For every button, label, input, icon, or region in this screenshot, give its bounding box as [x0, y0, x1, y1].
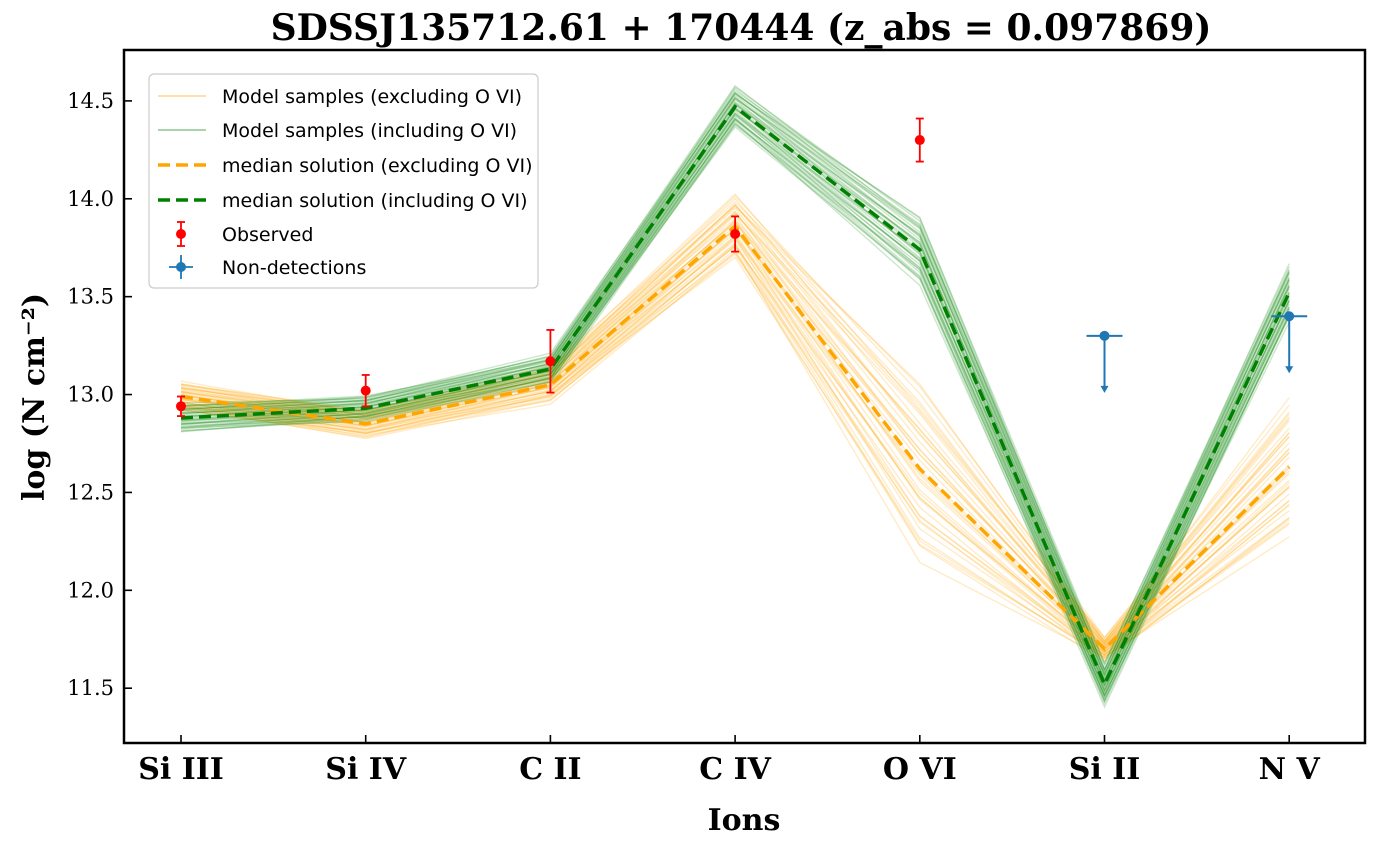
legend-entry: Non-detections	[169, 255, 366, 279]
model-sample-line	[180, 197, 1290, 643]
model-sample-line	[180, 114, 1290, 690]
x-tick-label: C II	[519, 752, 581, 787]
observed-point	[730, 215, 741, 253]
y-axis-ticks: 11.5 12.0 12.5 13.0 13.5 14.0 14.5	[67, 89, 132, 700]
model-sample-line	[180, 112, 1290, 687]
non-detection-point	[1086, 330, 1123, 393]
model-sample-line	[180, 122, 1290, 709]
model-sample-line	[180, 213, 1290, 648]
model-sample-line	[180, 112, 1290, 698]
chart-title: SDSSJ135712.61 + 170444 (z_abs = 0.09786…	[271, 7, 1212, 49]
y-axis-label: log (N cm⁻²)	[17, 293, 52, 501]
x-tick-label: N V	[1259, 752, 1321, 787]
legend-entry: Model samples (excluding O VI)	[158, 86, 522, 108]
model-sample-line	[180, 212, 1290, 644]
x-tick-label: O VI	[883, 752, 957, 787]
legend-entry: median solution (including O VI)	[158, 190, 528, 212]
model-sample-line	[180, 124, 1290, 706]
x-axis-ticks: Si III Si IV C II C IV O VI Si II N V	[138, 735, 1320, 787]
model-sample-line	[180, 112, 1290, 699]
observed-point	[545, 329, 556, 394]
model-sample-line	[180, 118, 1290, 703]
model-sample-line	[180, 256, 1290, 658]
model-sample-line	[180, 207, 1290, 642]
y-tick-label: 12.5	[67, 480, 114, 504]
legend-entry: Model samples (including O VI)	[158, 120, 517, 142]
model-sample-line	[180, 253, 1290, 661]
limit-arrow-head	[1285, 366, 1294, 374]
model-sample-line	[180, 203, 1290, 646]
model-sample-line	[180, 117, 1290, 704]
x-tick-label: Si IV	[325, 752, 407, 787]
model-sample-line	[180, 122, 1290, 698]
y-tick-label: 13.5	[67, 285, 114, 309]
observed-marker	[545, 356, 556, 367]
legend-label: Model samples (including O VI)	[222, 120, 517, 142]
non-detection-marker	[1099, 330, 1110, 341]
observed-marker	[914, 135, 925, 146]
x-tick-label: C IV	[699, 752, 771, 787]
observed-point	[914, 117, 925, 163]
legend-label: median solution (including O VI)	[222, 190, 528, 212]
model-sample-line	[180, 125, 1290, 701]
y-tick-label: 13.0	[67, 383, 114, 407]
model-sample-line	[180, 204, 1290, 640]
legend-label: Observed	[222, 224, 313, 246]
model-sample-line	[180, 210, 1290, 645]
legend-label: Non-detections	[222, 257, 366, 279]
y-tick-label: 14.0	[67, 187, 114, 211]
legend-label: median solution (excluding O VI)	[222, 155, 532, 177]
observed-marker	[730, 229, 741, 240]
legend-box	[148, 73, 539, 289]
observed-marker	[360, 385, 371, 396]
legend-entry: Observed	[176, 221, 313, 247]
y-tick-label: 11.5	[67, 676, 114, 700]
legend-swatch-marker	[176, 229, 186, 239]
model-sample-line	[180, 116, 1290, 693]
x-axis-label: Ions	[708, 803, 781, 838]
non-detection-marker	[1284, 311, 1295, 322]
legend-entry: median solution (excluding O VI)	[158, 155, 532, 177]
model-sample-line	[180, 200, 1290, 639]
legend-swatch-marker	[176, 262, 186, 272]
data-points	[176, 117, 1308, 417]
observed-point	[176, 395, 186, 417]
non-detection-point	[1271, 311, 1308, 374]
model-sample-line	[180, 194, 1290, 643]
plot-frame	[122, 48, 1367, 745]
limit-arrow-head	[1100, 385, 1109, 393]
model-sample-line	[180, 203, 1290, 646]
y-tick-label: 14.5	[67, 89, 114, 113]
legend: Model samples (excluding O VI) Model samp…	[148, 73, 539, 289]
x-tick-label: Si III	[138, 752, 224, 787]
x-tick-label: Si II	[1069, 752, 1141, 787]
legend-label: Model samples (excluding O VI)	[222, 86, 522, 108]
median-line-including-ovi	[180, 104, 1291, 689]
model-sample-line	[180, 120, 1290, 702]
model-sample-line	[180, 109, 1290, 692]
model-sample-line	[180, 205, 1290, 643]
model-sample-line	[180, 118, 1290, 697]
model-sample-line	[180, 118, 1290, 697]
model-sample-line	[180, 251, 1290, 657]
observed-marker	[176, 401, 186, 412]
y-tick-label: 12.0	[67, 578, 114, 602]
observed-point	[360, 374, 371, 408]
model-sample-line	[180, 193, 1290, 640]
